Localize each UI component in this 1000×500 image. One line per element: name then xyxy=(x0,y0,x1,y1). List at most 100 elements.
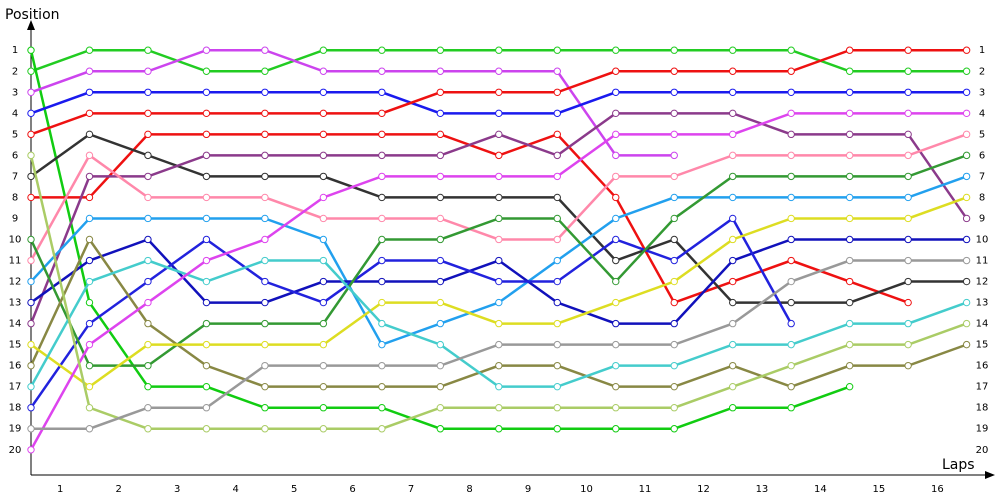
point xyxy=(495,214,503,223)
x-tick-label: 1 xyxy=(57,484,63,495)
point xyxy=(787,277,795,286)
y-tick-label-right: 8 xyxy=(979,192,985,203)
point xyxy=(27,425,35,433)
point xyxy=(729,130,737,139)
point xyxy=(144,67,152,75)
point xyxy=(144,319,152,328)
y-tick-label-right: 20 xyxy=(976,445,989,456)
point xyxy=(612,277,620,286)
x-axis-label: Laps xyxy=(942,457,975,473)
point xyxy=(319,67,328,75)
point xyxy=(85,172,94,181)
point xyxy=(378,67,386,75)
point xyxy=(436,235,445,244)
point xyxy=(378,130,386,139)
point xyxy=(27,130,35,139)
y-tick-label-right: 18 xyxy=(976,403,989,414)
point xyxy=(144,361,152,370)
y-tick-label: 3 xyxy=(12,87,18,98)
point xyxy=(378,88,386,96)
point xyxy=(27,340,35,349)
point xyxy=(729,46,737,54)
point xyxy=(495,172,503,181)
y-tick-label: 18 xyxy=(9,403,22,414)
point xyxy=(845,46,854,54)
point xyxy=(319,340,328,349)
x-tick-label: 6 xyxy=(349,484,355,495)
y-tick-label-right: 15 xyxy=(976,340,989,351)
point xyxy=(845,214,854,223)
point xyxy=(436,319,445,328)
point xyxy=(787,214,795,223)
point xyxy=(845,361,854,370)
point xyxy=(904,193,912,202)
point xyxy=(670,130,678,139)
point xyxy=(261,88,269,96)
point xyxy=(787,382,795,391)
point xyxy=(787,319,795,328)
point xyxy=(612,361,620,370)
point xyxy=(261,67,269,75)
point xyxy=(962,277,971,286)
point xyxy=(612,109,620,118)
point xyxy=(670,277,678,286)
point xyxy=(436,151,445,160)
point xyxy=(319,404,328,412)
point xyxy=(612,425,620,433)
point xyxy=(85,382,94,391)
point xyxy=(612,88,620,96)
point xyxy=(261,319,269,328)
point xyxy=(553,109,561,118)
point xyxy=(144,130,152,139)
point xyxy=(553,214,561,223)
point xyxy=(27,298,35,307)
point xyxy=(670,214,678,223)
point xyxy=(962,235,971,244)
y-tick-label-right: 2 xyxy=(979,66,985,77)
point xyxy=(670,319,678,328)
y-tick-label-right: 7 xyxy=(979,171,985,182)
point xyxy=(729,88,737,96)
point xyxy=(378,277,386,286)
point xyxy=(27,404,35,412)
point xyxy=(553,46,561,54)
x-axis-arrow xyxy=(985,471,995,479)
y-tick-label: 17 xyxy=(9,382,22,393)
point xyxy=(378,404,386,412)
y-tick-label: 15 xyxy=(9,340,22,351)
point xyxy=(261,214,269,223)
point xyxy=(787,130,795,139)
point xyxy=(436,109,445,118)
y-tick-label: 10 xyxy=(9,234,22,245)
point xyxy=(904,277,912,286)
point xyxy=(85,256,94,265)
point xyxy=(202,214,211,223)
x-tick-label: 12 xyxy=(697,484,710,495)
point xyxy=(670,404,678,412)
point xyxy=(962,340,971,349)
point xyxy=(612,340,620,349)
point xyxy=(845,172,854,181)
point xyxy=(27,67,35,75)
y-tick-label-right: 12 xyxy=(976,277,989,288)
point xyxy=(319,109,328,118)
point xyxy=(202,235,211,244)
point xyxy=(787,298,795,307)
point xyxy=(495,67,503,75)
point xyxy=(962,172,971,181)
point xyxy=(553,298,561,307)
point xyxy=(436,425,445,433)
y-tick-label-right: 9 xyxy=(979,213,985,224)
point xyxy=(670,88,678,96)
point xyxy=(904,109,912,118)
point xyxy=(85,193,94,202)
x-tick-label: 8 xyxy=(466,484,472,495)
point xyxy=(378,151,386,160)
point xyxy=(612,214,620,223)
point xyxy=(612,46,620,54)
point xyxy=(495,382,503,391)
point xyxy=(553,319,561,328)
point xyxy=(787,67,795,75)
point xyxy=(85,361,94,370)
point xyxy=(495,109,503,118)
